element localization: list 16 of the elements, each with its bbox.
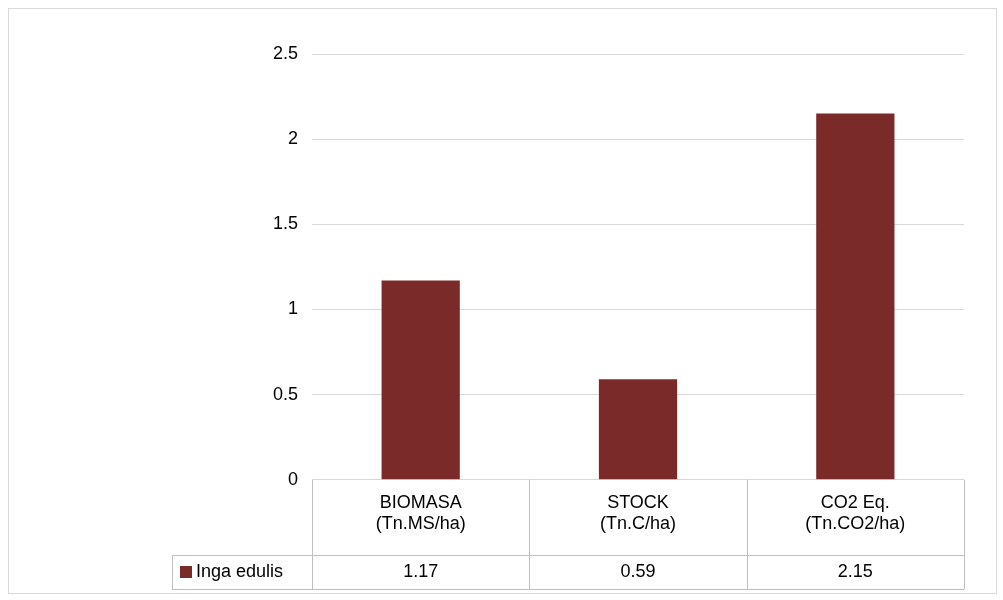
bar bbox=[816, 113, 895, 480]
y-tick-label: 2.5 bbox=[272, 42, 299, 63]
y-tick-label: 1 bbox=[288, 298, 299, 319]
data-label: 2.15 bbox=[837, 560, 873, 581]
bar bbox=[381, 280, 460, 480]
x-tick-label: CO2 Eq. (Tn.CO2/ha) bbox=[805, 491, 906, 534]
y-tick-label: 0 bbox=[288, 468, 299, 489]
legend-label: Inga edulis bbox=[196, 560, 284, 581]
y-tick-label: 0.5 bbox=[272, 383, 299, 404]
data-label: 0.59 bbox=[620, 560, 656, 581]
x-tick-label: BIOMASA (Tn.MS/ha) bbox=[375, 491, 466, 534]
x-tick-label: STOCK (Tn.C/ha) bbox=[600, 491, 677, 534]
y-tick-label: 1.5 bbox=[272, 213, 299, 234]
bar bbox=[598, 379, 678, 480]
data-label: 1.17 bbox=[403, 560, 439, 581]
y-tick-label: 2 bbox=[288, 128, 299, 149]
